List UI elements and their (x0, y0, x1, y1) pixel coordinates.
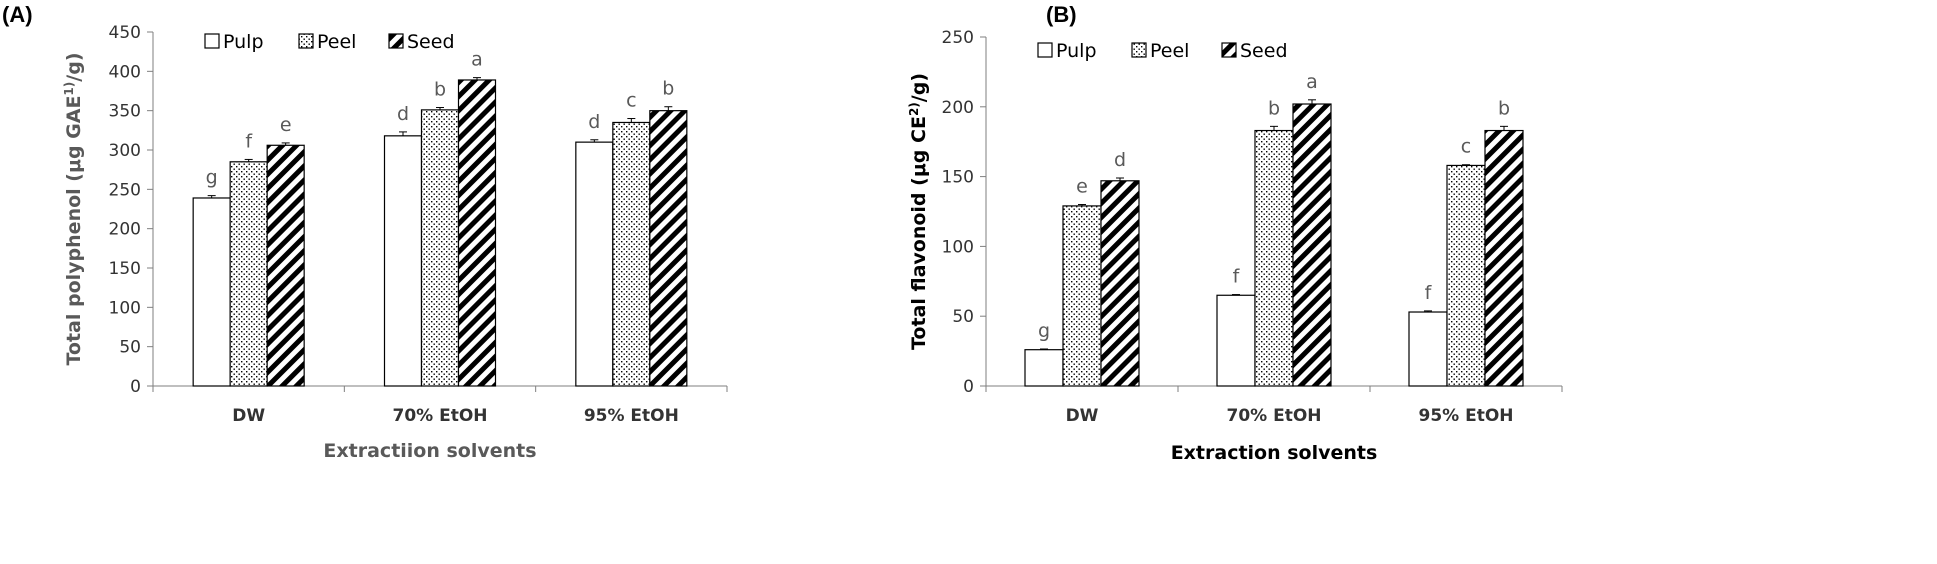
y-tick-label: 400 (109, 62, 141, 82)
bar-peel (1062, 205, 1102, 387)
panel-label: (B) (1046, 2, 1077, 27)
y-axis-title: Total flavonoid (μg CE2)/g) (907, 73, 930, 350)
bar-seed (1484, 129, 1524, 387)
x-axis-title: Extraction solvents (1171, 442, 1378, 464)
significance-letter: b (1268, 97, 1280, 119)
legend-swatch-pulp (204, 33, 220, 49)
y-axis-title: Total polyphenol (μg GAE1)/g) (62, 52, 85, 365)
significance-letter: f (1425, 282, 1433, 304)
significance-letter: g (1038, 320, 1050, 342)
bar-seed (1100, 180, 1140, 387)
y-tick-label: 200 (942, 98, 974, 118)
significance-letter: a (1306, 71, 1318, 93)
significance-letter: e (1076, 176, 1088, 198)
x-tick-label: DW (232, 406, 265, 426)
bar-seed (649, 110, 688, 387)
x-axis-title: Extractiion solvents (323, 440, 536, 462)
legend-label-seed: Seed (407, 31, 455, 53)
chart-panel-b: (B) 0 50 100 150 200 250 DW 70% EtOH 95% EtOH g f f e… (907, 2, 1563, 464)
significance-letter: e (280, 114, 292, 136)
y-tick-label: 100 (109, 298, 141, 318)
legend-label-pulp: Pulp (223, 31, 264, 53)
significance-letter: f (1233, 266, 1241, 288)
significance-letter: d (588, 111, 600, 133)
x-tick-label: 95% EtOH (584, 406, 679, 426)
bar-seed (266, 144, 305, 387)
legend-swatch-peel (298, 33, 314, 49)
legend-swatch-pulp (1037, 42, 1053, 58)
y-tick-label: 200 (109, 220, 141, 240)
x-tick-label: 70% EtOH (1226, 406, 1321, 426)
y-tick-label: 350 (109, 102, 141, 122)
significance-letter: g (206, 167, 218, 189)
bar-pulp (1216, 294, 1256, 387)
bar-peel (229, 161, 268, 387)
x-tick-label: 95% EtOH (1418, 406, 1513, 426)
bar-seed (1292, 103, 1332, 387)
bar-pulp (192, 197, 231, 387)
y-tick-label: 150 (942, 168, 974, 188)
y-tick-label: 300 (109, 141, 141, 161)
x-tick-label: 70% EtOH (392, 406, 487, 426)
y-tick-label: 250 (109, 180, 141, 200)
legend-swatch-peel (1131, 42, 1147, 58)
legend-label-peel: Peel (317, 31, 356, 53)
bar-pulp (1024, 349, 1064, 387)
significance-letter: a (471, 49, 483, 71)
bar-pulp (575, 141, 614, 387)
significance-letter: c (1461, 136, 1471, 158)
significance-letter: b (434, 79, 446, 101)
bar-pulp (383, 135, 423, 387)
significance-letter: d (1114, 149, 1126, 171)
bar-peel (1254, 129, 1294, 387)
bar-peel (612, 121, 651, 387)
panel-label: (A) (2, 2, 33, 27)
legend-label-pulp: Pulp (1056, 40, 1097, 62)
significance-letter: d (397, 103, 409, 125)
legend-swatch-seed (388, 33, 404, 49)
bar-pulp (1408, 311, 1448, 387)
legend-swatch-seed (1221, 42, 1237, 58)
chart-panel-a: (A) 0 50 100 150 200 250 300 350 400 450 DW 70% EtOH… (2, 2, 728, 462)
significance-letter: b (662, 78, 674, 100)
y-tick-label: 50 (119, 338, 141, 358)
y-tick-label: 150 (109, 259, 141, 279)
significance-letter: f (245, 130, 253, 152)
bar-peel (1446, 164, 1486, 387)
bar-peel (420, 109, 460, 387)
y-tick-label: 0 (130, 377, 141, 397)
y-tick-label: 0 (963, 377, 974, 397)
y-tick-label: 250 (942, 28, 974, 48)
significance-letter: c (626, 90, 636, 112)
y-tick-label: 450 (109, 23, 141, 43)
x-tick-label: DW (1066, 406, 1099, 426)
significance-letter: b (1498, 97, 1510, 119)
y-tick-label: 100 (942, 237, 974, 257)
bar-seed (457, 79, 497, 387)
legend-label-peel: Peel (1150, 40, 1189, 62)
y-tick-label: 50 (952, 307, 974, 327)
legend-label-seed: Seed (1240, 40, 1288, 62)
